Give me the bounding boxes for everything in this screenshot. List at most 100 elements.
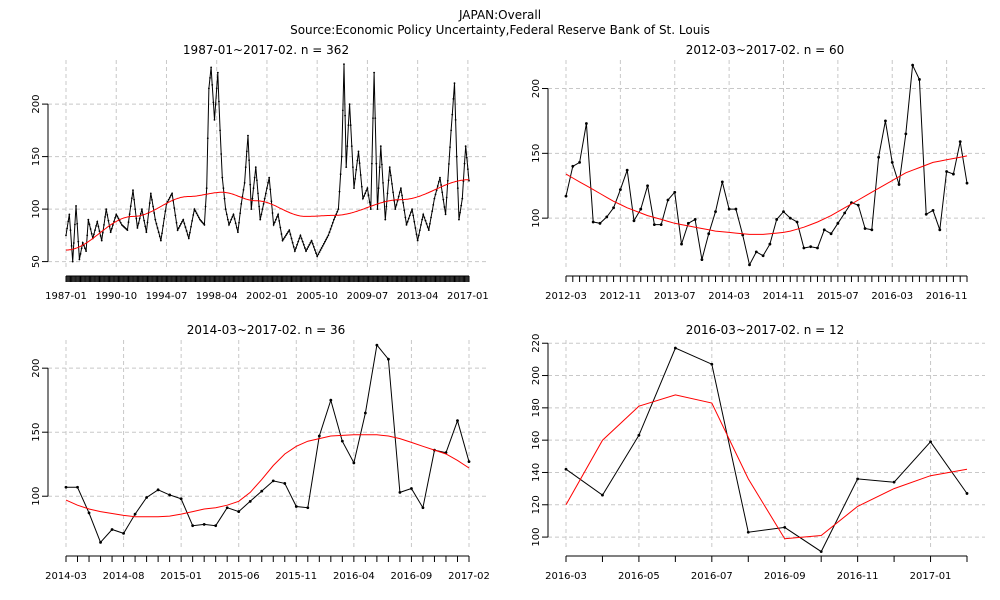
- data-point: [456, 419, 459, 423]
- data-point: [375, 343, 379, 347]
- data-point: [328, 231, 331, 234]
- data-point: [434, 193, 437, 196]
- figure-subtitle: Source:Economic Policy Uncertainty,Feder…: [290, 23, 710, 37]
- x-tick-label: 1990-10: [95, 291, 137, 302]
- data-point: [598, 221, 602, 225]
- data-point: [146, 221, 149, 224]
- data-point: [97, 225, 100, 228]
- y-tick-label: 200: [531, 79, 542, 98]
- y-tick-label: 200: [31, 95, 42, 114]
- data-point: [639, 207, 643, 211]
- data-point: [432, 204, 435, 206]
- data-point: [334, 216, 336, 218]
- data-point: [299, 234, 302, 237]
- data-point: [345, 166, 348, 169]
- data-point: [958, 140, 962, 144]
- data-point: [233, 217, 236, 220]
- data-point: [72, 242, 75, 244]
- data-point: [196, 214, 199, 217]
- data-point: [215, 87, 218, 90]
- data-point: [450, 129, 453, 132]
- x-tick-label: 2016-09: [391, 571, 433, 582]
- data-point: [216, 71, 219, 74]
- data-point: [374, 117, 377, 119]
- series-line: [66, 343, 470, 544]
- data-point: [175, 221, 178, 224]
- data-point: [877, 155, 881, 159]
- data-point: [333, 218, 335, 221]
- x-tick-label: 2009-07: [347, 291, 389, 302]
- data-point: [400, 187, 402, 190]
- data-point: [292, 246, 295, 248]
- data-point: [318, 251, 321, 254]
- data-point: [268, 176, 271, 179]
- data-point: [368, 201, 371, 204]
- data-point: [261, 208, 264, 211]
- data-point: [904, 132, 908, 136]
- data-point: [384, 218, 387, 221]
- data-point: [467, 460, 471, 464]
- data-point: [110, 528, 114, 531]
- data-point: [357, 150, 360, 153]
- data-point: [783, 525, 787, 529]
- data-point: [370, 162, 373, 165]
- data-point: [965, 492, 969, 495]
- data-point: [279, 226, 282, 229]
- series-line: [565, 63, 968, 267]
- data-point: [440, 184, 442, 186]
- data-point: [77, 240, 80, 243]
- data-point: [248, 499, 252, 503]
- data-point: [258, 205, 261, 208]
- data-point: [96, 220, 99, 223]
- data-point: [929, 440, 932, 444]
- data-point: [446, 179, 449, 182]
- x-tick-label: 2016-04: [333, 571, 375, 582]
- data-point: [122, 531, 125, 535]
- data-point: [363, 195, 365, 197]
- data-point: [460, 204, 463, 207]
- y-tick-label: 100: [31, 200, 42, 219]
- data-point: [232, 213, 235, 216]
- data-point: [192, 214, 195, 216]
- data-point: [802, 246, 806, 250]
- data-point: [401, 194, 403, 197]
- data-point: [168, 196, 171, 199]
- data-point: [293, 250, 296, 253]
- data-point: [213, 118, 216, 121]
- data-point: [202, 522, 206, 526]
- data-point: [327, 234, 330, 237]
- y-tick-label: 100: [531, 209, 542, 228]
- data-point: [156, 227, 159, 229]
- data-point: [754, 250, 758, 254]
- y-tick-label: 160: [531, 431, 542, 450]
- data-point: [100, 239, 103, 242]
- data-point: [788, 216, 792, 220]
- data-point: [157, 231, 160, 234]
- data-point: [427, 229, 430, 232]
- panel-title: 2016-03~2017-02. n = 12: [686, 323, 845, 337]
- data-point: [458, 218, 460, 221]
- data-point: [139, 212, 142, 215]
- figure-title: JAPAN:Overall: [458, 8, 541, 22]
- data-point: [448, 163, 450, 165]
- data-point: [272, 223, 275, 226]
- data-point: [153, 212, 156, 214]
- data-point: [163, 217, 166, 220]
- data-point: [75, 205, 77, 207]
- data-point: [78, 258, 81, 261]
- x-tick-label: 2016-11: [926, 291, 968, 302]
- data-point: [386, 192, 389, 195]
- data-point: [116, 215, 119, 218]
- data-point: [310, 239, 313, 242]
- data-point: [93, 233, 95, 236]
- data-point: [81, 241, 84, 244]
- data-point: [707, 232, 711, 236]
- data-point: [94, 229, 96, 232]
- y-tick-label: 220: [531, 334, 542, 353]
- data-point: [79, 253, 82, 255]
- data-point: [65, 234, 67, 237]
- data-point: [416, 239, 419, 242]
- data-point: [741, 233, 745, 237]
- data-point: [87, 511, 91, 515]
- data-point: [280, 233, 283, 235]
